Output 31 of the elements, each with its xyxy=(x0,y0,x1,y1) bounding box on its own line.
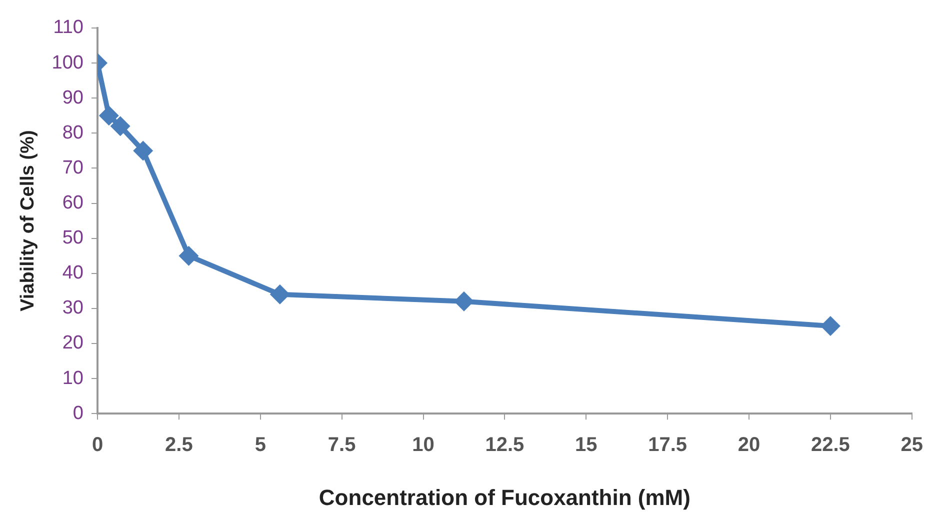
x-tick-label: 0 xyxy=(92,434,104,456)
y-axis-title: Viability of Cells (%) xyxy=(18,130,39,312)
y-tick-label: 100 xyxy=(52,52,84,74)
x-tick-label: 10 xyxy=(412,434,434,456)
y-tick-label: 60 xyxy=(62,192,84,214)
x-tick-label: 25 xyxy=(900,434,923,456)
x-tick-label: 5 xyxy=(254,434,266,456)
x-tick-label: 12.5 xyxy=(485,434,524,456)
y-tick-label: 40 xyxy=(62,262,84,284)
point xyxy=(98,106,119,126)
point xyxy=(110,116,130,136)
y-tick-label: 90 xyxy=(62,87,84,108)
y-tick-label: 70 xyxy=(62,157,84,178)
x-tick-label: 17.5 xyxy=(648,434,688,456)
x-tick-label: 7.5 xyxy=(328,434,356,456)
y-tick-label: 50 xyxy=(62,228,84,249)
point xyxy=(270,284,290,304)
point xyxy=(133,140,154,161)
x-tick-label: 2.5 xyxy=(165,434,193,456)
y-tick-label: 80 xyxy=(62,122,84,144)
y-tick-label: 10 xyxy=(62,368,84,389)
y-tick-label: 0 xyxy=(72,402,84,424)
point xyxy=(820,316,840,336)
x-axis-title: Concentration of Fucoxanthin (mM) xyxy=(318,484,690,510)
x-tick-label: 22.5 xyxy=(810,434,850,456)
y-tick-label: 30 xyxy=(62,298,84,319)
point xyxy=(178,246,199,266)
x-tick-label: 20 xyxy=(738,434,760,456)
x-tick-label: 15 xyxy=(575,434,598,456)
y-tick-label: 110 xyxy=(53,17,84,38)
y-tick-label: 20 xyxy=(62,332,84,354)
